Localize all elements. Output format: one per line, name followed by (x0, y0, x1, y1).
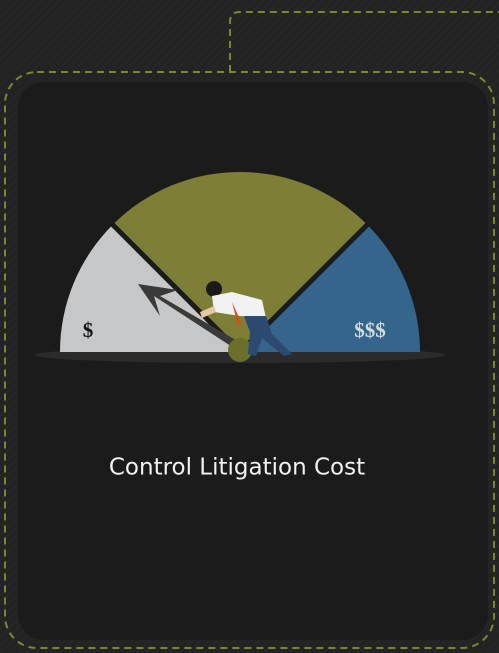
screen: $ $$$ Control Litigation Cost (0, 0, 499, 653)
gauge-high-label: $$$ (354, 318, 386, 342)
gauge-low-label: $ (83, 318, 94, 342)
page: $ $$$ Control Litigation Cost (() => { c… (0, 0, 499, 653)
card-title: Control Litigation Cost (109, 455, 365, 481)
